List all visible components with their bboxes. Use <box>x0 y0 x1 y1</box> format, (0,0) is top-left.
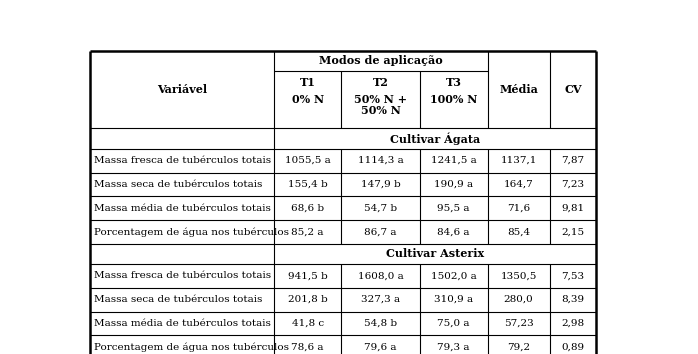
Text: 79,6 a: 79,6 a <box>364 343 397 352</box>
Text: 9,81: 9,81 <box>561 204 584 212</box>
Text: 50% N: 50% N <box>361 104 401 115</box>
Text: 310,9 a: 310,9 a <box>434 295 473 304</box>
Text: T1: T1 <box>299 77 315 88</box>
Text: 1137,1: 1137,1 <box>500 156 537 165</box>
Text: 7,53: 7,53 <box>561 272 584 280</box>
Text: Cultivar Asterix: Cultivar Asterix <box>386 249 484 259</box>
Text: 190,9 a: 190,9 a <box>434 180 473 189</box>
Text: Porcentagem de água nos tubérculos: Porcentagem de água nos tubérculos <box>94 227 289 236</box>
Text: 95,5 a: 95,5 a <box>438 204 470 212</box>
Text: 201,8 b: 201,8 b <box>288 295 327 304</box>
Text: Massa seca de tubérculos totais: Massa seca de tubérculos totais <box>94 180 262 189</box>
Text: Média: Média <box>499 84 538 95</box>
Text: Variável: Variável <box>157 84 207 95</box>
Text: 57,23: 57,23 <box>504 319 533 328</box>
Text: 2,15: 2,15 <box>561 227 584 236</box>
Text: 79,3 a: 79,3 a <box>438 343 470 352</box>
Text: 0% N: 0% N <box>292 94 324 105</box>
Text: 79,2: 79,2 <box>507 343 530 352</box>
Text: 2,98: 2,98 <box>561 319 584 328</box>
Text: 50% N +: 50% N + <box>354 94 407 105</box>
Text: 84,6 a: 84,6 a <box>438 227 470 236</box>
Text: 1055,5 a: 1055,5 a <box>285 156 331 165</box>
Text: Modos de aplicação: Modos de aplicação <box>319 55 443 66</box>
Text: 147,9 b: 147,9 b <box>361 180 401 189</box>
Text: Massa média de tubérculos totais: Massa média de tubérculos totais <box>94 204 271 212</box>
Text: 85,4: 85,4 <box>507 227 530 236</box>
Text: 54,7 b: 54,7 b <box>364 204 397 212</box>
Text: 86,7 a: 86,7 a <box>364 227 397 236</box>
Text: 327,3 a: 327,3 a <box>361 295 400 304</box>
Text: 8,39: 8,39 <box>561 295 584 304</box>
Text: 68,6 b: 68,6 b <box>291 204 325 212</box>
Text: T2: T2 <box>373 77 389 88</box>
Text: 7,87: 7,87 <box>561 156 584 165</box>
Text: 41,8 c: 41,8 c <box>292 319 324 328</box>
Text: 155,4 b: 155,4 b <box>288 180 327 189</box>
Text: CV: CV <box>564 84 581 95</box>
Text: 1350,5: 1350,5 <box>500 272 537 280</box>
Text: 1241,5 a: 1241,5 a <box>431 156 477 165</box>
Text: Cultivar Ágata: Cultivar Ágata <box>389 132 480 145</box>
Text: 1114,3 a: 1114,3 a <box>358 156 403 165</box>
Text: 1608,0 a: 1608,0 a <box>358 272 403 280</box>
Text: 0,89: 0,89 <box>561 343 584 352</box>
Text: 85,2 a: 85,2 a <box>292 227 324 236</box>
Text: 78,6 a: 78,6 a <box>292 343 324 352</box>
Text: Porcentagem de água nos tubérculos: Porcentagem de água nos tubérculos <box>94 342 289 352</box>
Text: 1502,0 a: 1502,0 a <box>431 272 477 280</box>
Text: 280,0: 280,0 <box>504 295 533 304</box>
Text: 164,7: 164,7 <box>504 180 533 189</box>
Text: 75,0 a: 75,0 a <box>438 319 470 328</box>
Text: T3: T3 <box>446 77 462 88</box>
Text: 71,6: 71,6 <box>507 204 530 212</box>
Text: Massa fresca de tubérculos totais: Massa fresca de tubérculos totais <box>94 272 271 280</box>
Text: Massa fresca de tubérculos totais: Massa fresca de tubérculos totais <box>94 156 271 165</box>
Text: Massa média de tubérculos totais: Massa média de tubérculos totais <box>94 319 271 328</box>
Text: 7,23: 7,23 <box>561 180 584 189</box>
Text: Massa seca de tubérculos totais: Massa seca de tubérculos totais <box>94 295 262 304</box>
Text: 100% N: 100% N <box>430 94 477 105</box>
Text: 941,5 b: 941,5 b <box>288 272 327 280</box>
Text: 54,8 b: 54,8 b <box>364 319 397 328</box>
